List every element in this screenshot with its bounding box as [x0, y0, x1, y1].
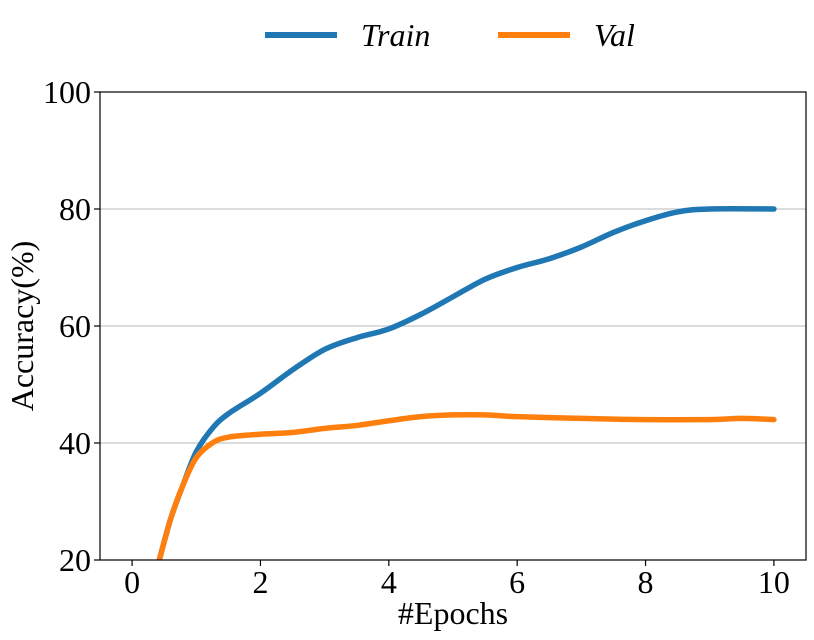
- legend-label-val: Val: [594, 17, 635, 53]
- x-axis-title: #Epochs: [398, 595, 508, 631]
- y-axis: 20 40 60 80 100: [43, 74, 100, 578]
- x-tick-label: 6: [509, 564, 525, 600]
- gridlines: [100, 208, 806, 444]
- y-tick-label: 40: [59, 425, 91, 461]
- y-tick-label: 20: [59, 542, 91, 578]
- y-axis-title: Accuracy(%): [4, 241, 40, 412]
- series-line-train: [156, 206, 777, 560]
- series-lines: [156, 206, 777, 560]
- x-tick-label: 0: [124, 564, 140, 600]
- x-tick-label: 4: [381, 564, 397, 600]
- x-tick-label: 10: [758, 564, 790, 600]
- y-tick-label: 100: [43, 74, 91, 110]
- y-tick-label: 60: [59, 308, 91, 344]
- x-tick-label: 8: [638, 564, 654, 600]
- legend-label-train: Train: [361, 17, 430, 53]
- legend: Train Val: [265, 17, 635, 53]
- x-axis: 0 2 4 6 8 10: [124, 560, 790, 600]
- x-tick-label: 2: [252, 564, 268, 600]
- y-tick-label: 80: [59, 191, 91, 227]
- series-line-val: [156, 411, 777, 560]
